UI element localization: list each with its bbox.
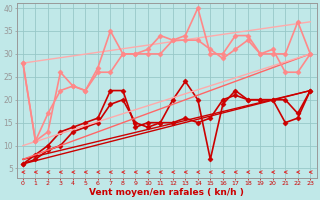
X-axis label: Vent moyen/en rafales ( kn/h ): Vent moyen/en rafales ( kn/h ) (89, 188, 244, 197)
